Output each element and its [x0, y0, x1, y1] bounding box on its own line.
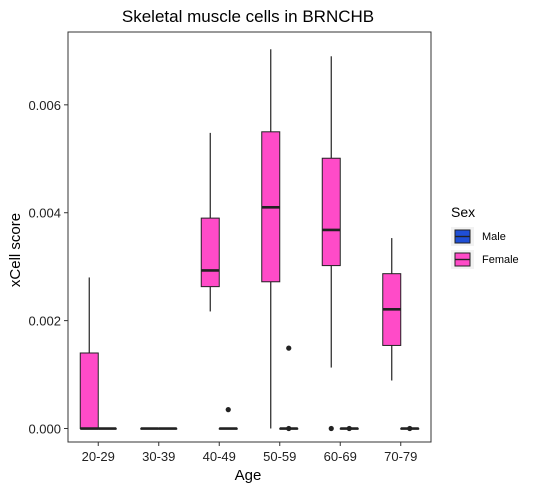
- x-tick-label: 70-79: [384, 449, 417, 464]
- iqr-box: [200, 217, 220, 288]
- y-tick-label: 0.004: [28, 206, 61, 221]
- outlier-point: [328, 425, 334, 432]
- box-male-40-49: [218, 407, 238, 430]
- box-female-30-39: [140, 427, 160, 430]
- box-male-20-29: [97, 427, 117, 430]
- legend-label-female: Female: [482, 254, 519, 266]
- iqr-box: [79, 352, 99, 430]
- plot-area: 0.000 0.002 0.004 0.006 20-29 30-39 40-49 50-59…: [28, 31, 432, 464]
- x-tick-label: 20-29: [82, 449, 115, 464]
- box-male-30-39: [158, 427, 178, 430]
- x-tick-label: 60-69: [324, 449, 357, 464]
- x-axis-title: Age: [235, 467, 262, 484]
- box-male-60-69: [339, 425, 359, 432]
- x-tick-label: 50-59: [263, 449, 296, 464]
- outlier-point: [407, 425, 413, 432]
- outlier-point: [225, 407, 231, 413]
- box-male-50-59: [279, 345, 299, 432]
- box-female-70-79: [382, 238, 402, 381]
- box-female-40-49: [200, 132, 220, 312]
- plot-panel-border: [67, 31, 432, 443]
- x-tick-label: 30-39: [142, 449, 175, 464]
- chart-title: Skeletal muscle cells in BRNCHB: [122, 7, 374, 26]
- outlier-point: [286, 425, 292, 432]
- legend-title: Sex: [451, 204, 475, 220]
- y-tick-label: 0.000: [28, 422, 61, 437]
- y-tick-label: 0.006: [28, 98, 61, 113]
- legend: Sex Male Female: [451, 204, 519, 269]
- box-female-20-29: [79, 277, 99, 430]
- legend-label-male: Male: [482, 231, 506, 243]
- y-axis-title: xCell score: [7, 213, 24, 287]
- x-tick-label: 40-49: [203, 449, 236, 464]
- y-tick-label: 0.002: [28, 314, 61, 329]
- outlier-point: [346, 425, 352, 432]
- outlier-point: [286, 345, 292, 351]
- iqr-box: [321, 157, 341, 267]
- box-female-60-69: [321, 56, 341, 432]
- box-female-50-59: [261, 49, 281, 429]
- box-male-70-79: [400, 425, 420, 432]
